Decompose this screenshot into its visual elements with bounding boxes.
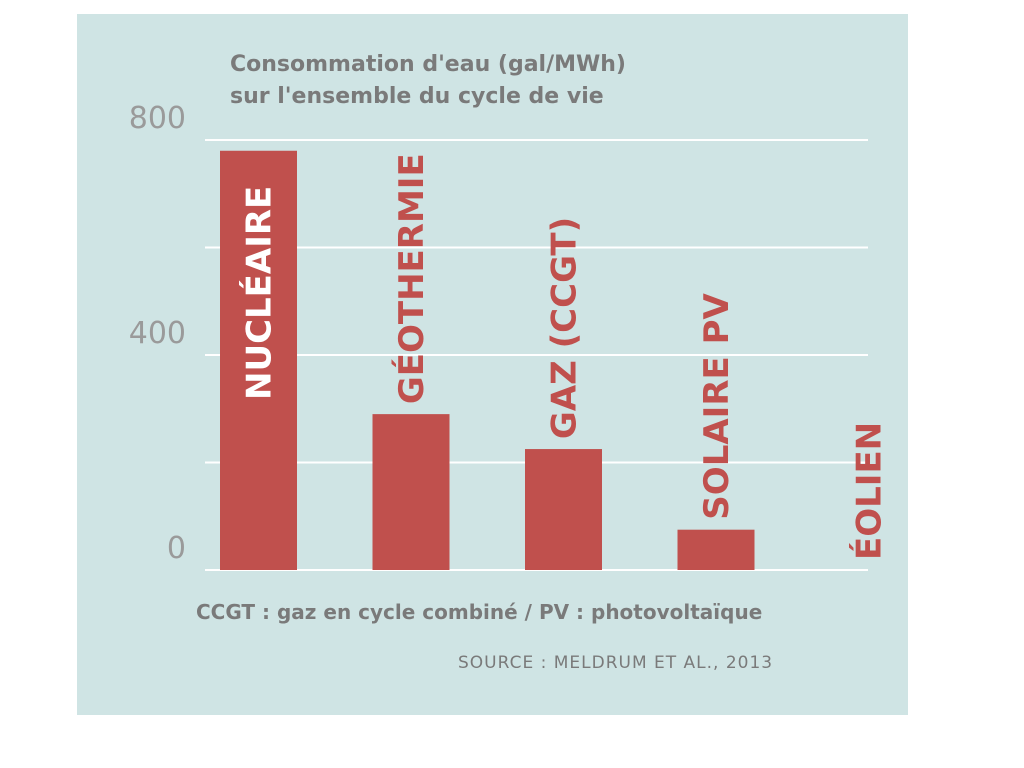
chart-source: SOURCE : MELDRUM ET AL., 2013 bbox=[458, 653, 774, 673]
chart-title-line-1: Consommation d'eau (gal/MWh) bbox=[230, 52, 626, 77]
bar-label-4: ÉOLIEN bbox=[849, 422, 890, 560]
chart-title-line-2: sur l'ensemble du cycle de vie bbox=[230, 84, 604, 109]
y-tick-label-0: 0 bbox=[167, 531, 186, 566]
chart-footnote: CCGT : gaz en cycle combiné / PV : photo… bbox=[196, 600, 763, 624]
y-axis: 0 400 800 bbox=[129, 101, 186, 566]
bar-1 bbox=[372, 414, 450, 570]
bar-3 bbox=[677, 529, 755, 570]
bar-label-3: SOLAIRE PV bbox=[697, 293, 737, 520]
bar-label-0: NUCLÉAIRE bbox=[239, 186, 280, 400]
y-tick-label-400: 400 bbox=[129, 316, 186, 351]
bar-2 bbox=[525, 449, 602, 570]
bars bbox=[220, 150, 755, 570]
bar-labels: NUCLÉAIRE GÉOTHERMIE GAZ (CCGT) SOLAIRE PV É… bbox=[239, 153, 890, 560]
bar-label-1: GÉOTHERMIE bbox=[391, 153, 432, 404]
chart-background bbox=[77, 14, 908, 715]
y-tick-label-800: 800 bbox=[129, 101, 186, 136]
bar-0 bbox=[220, 150, 297, 570]
bar-label-2: GAZ (CCGT) bbox=[545, 217, 585, 439]
